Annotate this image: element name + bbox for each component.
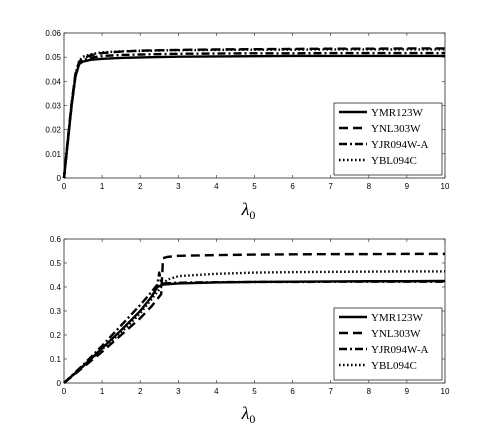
y-tick-label: 0.04 (45, 77, 61, 86)
x-axis-label-subscript: 0 (249, 412, 255, 426)
chart-1: 0 1 2 3 4 5 6 7 8 9 10 0 0.01 0.02 0.03 0.04 0.05 0.06 YMR… (45, 29, 450, 222)
y-tick-label: 0 (57, 379, 62, 388)
y-tick-label: 0.06 (45, 29, 61, 38)
legend-label: YJR094W-A (371, 139, 429, 151)
y-tick-label: 0 (57, 174, 62, 183)
y-tick-label: 0.1 (50, 355, 62, 364)
legend-label: YNL303W (371, 328, 421, 340)
x-tick-label: 2 (138, 387, 143, 396)
x-axis-label: λ0 (241, 403, 256, 426)
series-line-yjr094w-a (63, 271, 445, 384)
legend-label: YBL094C (371, 155, 417, 167)
chart-2: 0 1 2 3 4 5 6 7 8 9 10 0 0.1 0.2 0.3 0.4 0.5 0.6 YMR123W YN… (50, 235, 450, 426)
legend-label: YMR123W (371, 107, 424, 119)
legend-label: YBL094C (371, 360, 417, 372)
x-axis-label: λ0 (241, 199, 256, 222)
x-tick-label: 0 (62, 387, 67, 396)
y-tick-label: 0.05 (45, 53, 61, 62)
legend: YMR123W YNL303W YJR094W-A YBL094C (333, 307, 443, 381)
x-tick-label: 9 (405, 387, 410, 396)
x-tick-label: 5 (252, 182, 257, 191)
y-tick-label: 0.02 (45, 126, 61, 135)
x-tick-label: 2 (138, 182, 143, 191)
legend-label: YMR123W (371, 312, 424, 324)
x-tick-label: 9 (405, 182, 410, 191)
y-tick-label: 0.2 (50, 331, 62, 340)
y-tick-label: 0.3 (50, 307, 62, 316)
x-tick-label: 6 (290, 387, 295, 396)
x-axis-label-symbol: λ (241, 199, 250, 219)
x-tick-label: 1 (100, 182, 105, 191)
legend-label: YNL303W (371, 123, 421, 135)
x-tick-label: 7 (328, 387, 333, 396)
y-tick-label: 0.5 (50, 259, 62, 268)
series-line-ynl303w (63, 252, 445, 384)
legend: YMR123W YNL303W YJR094W-A YBL094C (333, 102, 443, 176)
x-tick-label: 3 (176, 387, 181, 396)
x-axis-label-symbol: λ (241, 403, 250, 423)
x-tick-label: 8 (367, 182, 372, 191)
x-tick-label: 1 (100, 387, 105, 396)
x-tick-label: 4 (214, 182, 219, 191)
y-tick-label: 0.03 (45, 102, 61, 111)
x-axis-label-subscript: 0 (249, 208, 255, 222)
x-tick-label: 10 (441, 387, 450, 396)
y-tick-label: 0.6 (50, 235, 62, 244)
x-tick-label: 8 (367, 387, 372, 396)
x-tick-label: 7 (328, 182, 333, 191)
legend-label: YJR094W-A (371, 344, 429, 356)
legend-box (333, 102, 443, 176)
series-line-ybl094c (63, 270, 445, 384)
x-tick-label: 6 (290, 182, 295, 191)
y-tick-label: 0.4 (50, 283, 62, 292)
x-tick-label: 5 (252, 387, 257, 396)
x-tick-label: 0 (62, 182, 67, 191)
x-tick-label: 10 (441, 182, 450, 191)
y-tick-label: 0.01 (45, 150, 61, 159)
legend-box (333, 307, 443, 381)
x-tick-label: 3 (176, 182, 181, 191)
x-tick-label: 4 (214, 387, 219, 396)
series-line-ybl094c (62, 48, 445, 179)
